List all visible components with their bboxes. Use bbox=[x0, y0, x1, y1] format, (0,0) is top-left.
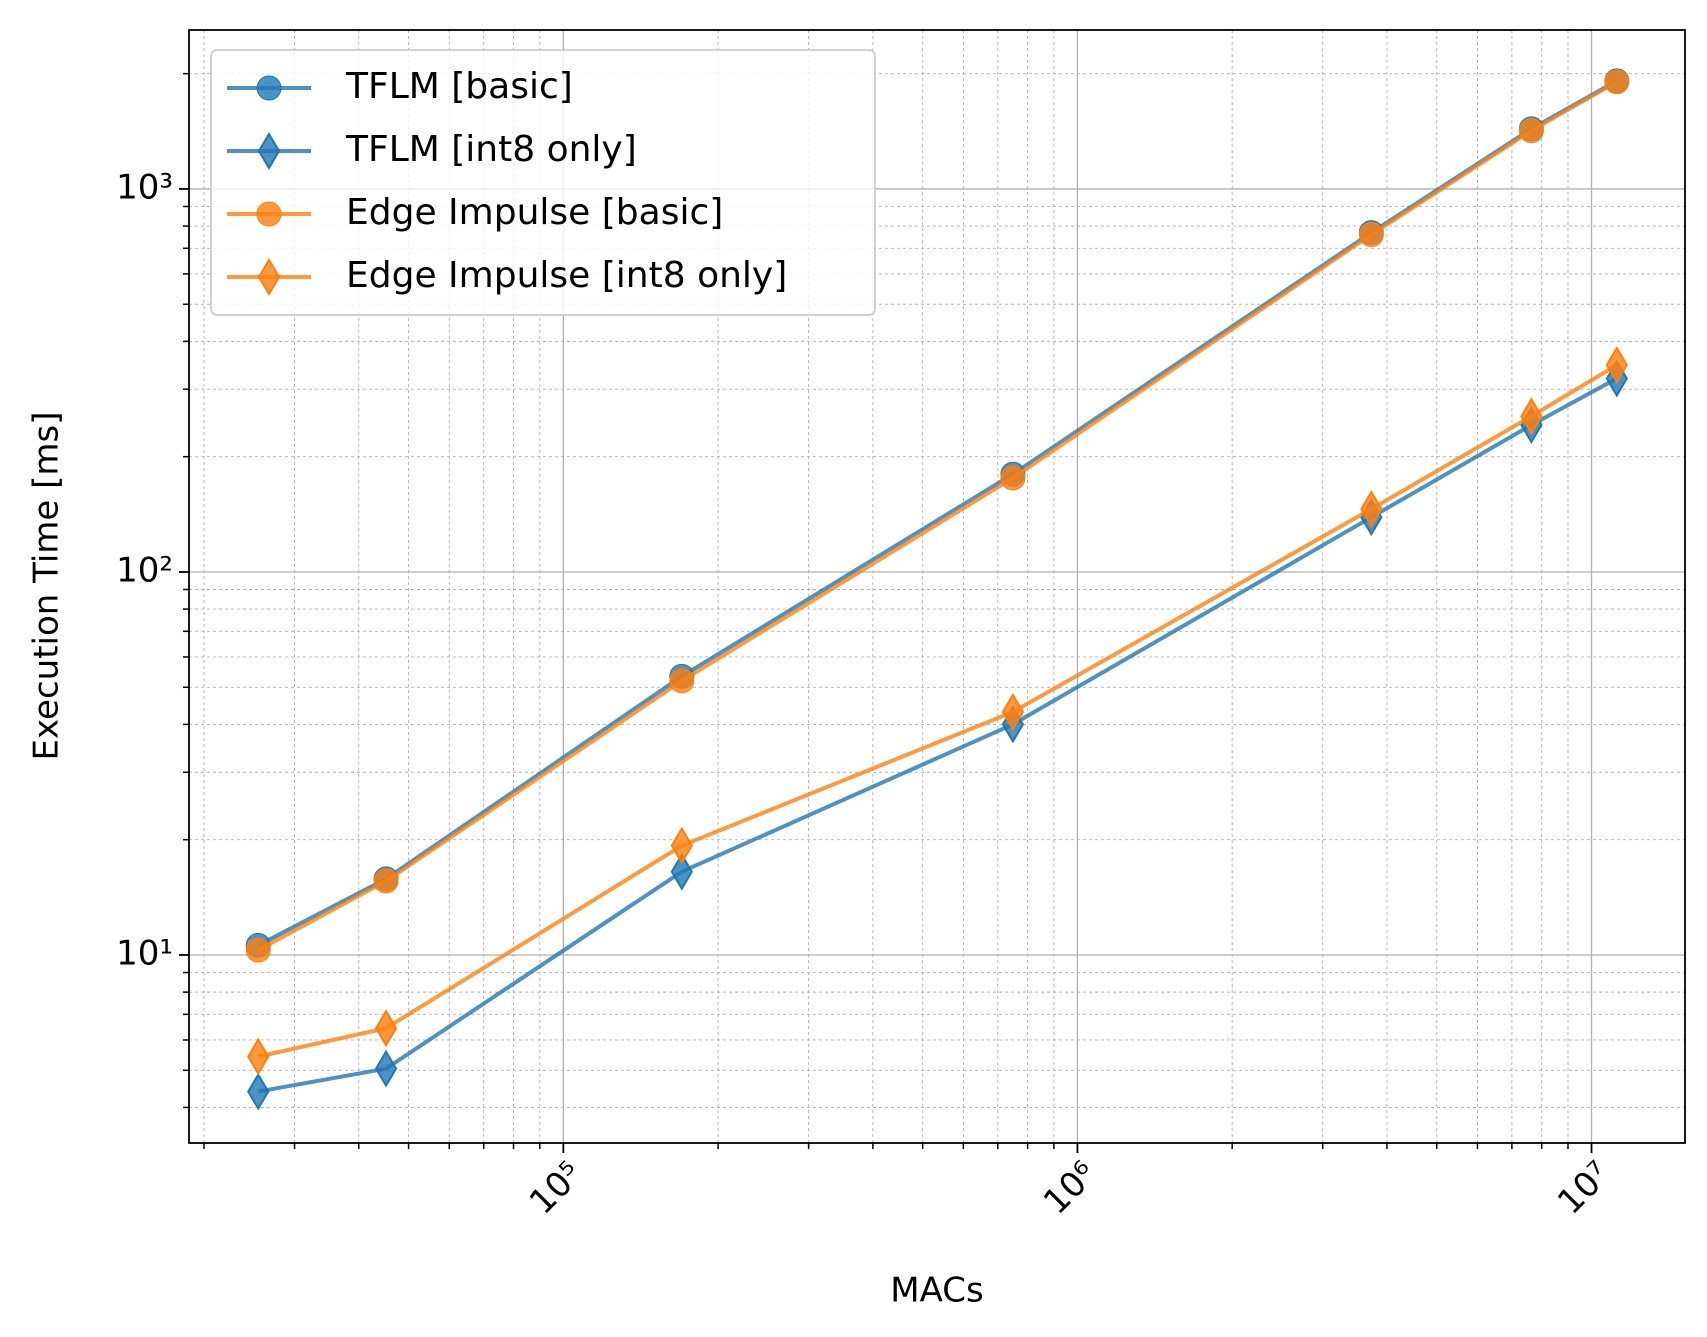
x-axis-label: MACs bbox=[890, 1271, 983, 1311]
marker bbox=[257, 132, 281, 170]
marker bbox=[670, 852, 693, 891]
marker bbox=[256, 201, 282, 227]
marker bbox=[247, 1072, 270, 1111]
marker bbox=[374, 1009, 398, 1048]
marker bbox=[374, 1049, 398, 1088]
legend-label: TFLM [int8 only] bbox=[345, 129, 637, 170]
marker bbox=[1000, 465, 1026, 491]
marker bbox=[1358, 222, 1384, 248]
marker bbox=[1001, 693, 1025, 731]
y-tick-label: 10³ bbox=[116, 167, 173, 207]
marker bbox=[1604, 69, 1630, 95]
series bbox=[245, 69, 1630, 963]
marker bbox=[373, 868, 399, 894]
marker bbox=[1360, 490, 1383, 528]
marker bbox=[256, 75, 282, 101]
marker bbox=[1518, 118, 1544, 144]
legend-label: Edge Impulse [int8 only] bbox=[346, 255, 787, 296]
plot-frame bbox=[188, 29, 1686, 1144]
series bbox=[247, 346, 1628, 1076]
y-axis-label: Execution Time [ms] bbox=[27, 411, 67, 760]
marker bbox=[669, 668, 695, 694]
legend-box bbox=[210, 49, 876, 316]
marker bbox=[245, 937, 271, 963]
y-tick-label: 10² bbox=[116, 550, 173, 590]
marker bbox=[670, 826, 693, 865]
marker bbox=[1520, 397, 1543, 436]
marker bbox=[1605, 346, 1628, 384]
marker bbox=[247, 1037, 270, 1076]
legend-label: Edge Impulse [basic] bbox=[346, 192, 723, 233]
marker bbox=[257, 258, 281, 296]
y-tick-label: 10¹ bbox=[116, 934, 173, 974]
legend-label: TFLM [basic] bbox=[345, 66, 573, 107]
